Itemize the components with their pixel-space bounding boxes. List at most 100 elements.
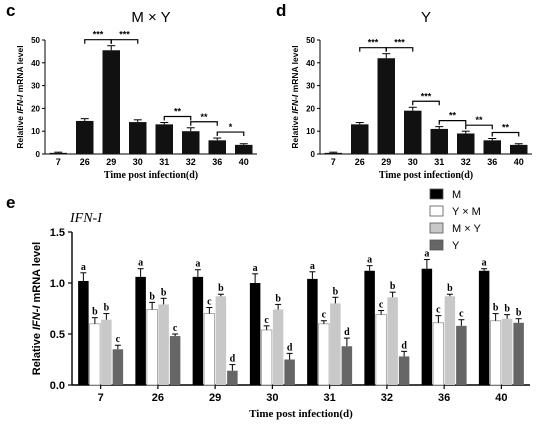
panel-e-bar-30 — [260, 329, 273, 386]
panel-e-significance-letter: b — [104, 303, 110, 314]
panel-e-bar-32 — [364, 270, 375, 385]
panel-e-legend-swatch — [429, 205, 444, 217]
panel-e-bar-31 — [307, 278, 318, 385]
panel-d-x-axis-label: Time post infection(d) — [379, 170, 473, 181]
panel-c-x-tick-label: 7 — [56, 157, 61, 167]
panel-d-x-tick-label: 26 — [355, 157, 365, 167]
panel-e-bar-26 — [146, 309, 158, 386]
panel-e-bar-7 — [89, 323, 101, 386]
panel-e-y-axis-label: Relative IFN-I mRNA level — [31, 242, 43, 376]
panel-e-significance-letter: d — [287, 342, 293, 353]
panel-d-y-tick-label: 40 — [306, 59, 315, 68]
panel-d-significance-bracket — [465, 124, 493, 130]
panel-d-bar-40 — [510, 144, 528, 154]
panel-e-bar-32 — [387, 297, 398, 385]
panel-c-panel-label: c — [6, 1, 15, 20]
panel-e-y-tick-label: 1.5 — [50, 227, 65, 239]
panel-c-significance-bracket — [110, 39, 139, 44]
panel-e-bar-29 — [192, 276, 204, 385]
panel-d-x-tick-label: 31 — [434, 157, 444, 167]
panel-e-significance-letter: b — [493, 303, 499, 314]
panel-d-bar-26 — [351, 124, 369, 154]
panel-e-bar-30 — [272, 309, 284, 385]
panel-c-significance-label: *** — [93, 30, 104, 40]
panel-c-x-tick-label: 32 — [186, 157, 196, 167]
panel-e-bar-30 — [284, 359, 295, 385]
panel-c-bar-32 — [182, 131, 200, 154]
panel-e-bar-32 — [375, 314, 387, 386]
panel-e-significance-letter: c — [173, 323, 178, 334]
panel-d-x-tick-label: 29 — [381, 157, 391, 167]
panel-d-y-tick-label: 50 — [306, 36, 315, 45]
panel-e-significance-letter: d — [401, 340, 407, 351]
panel-c-x-tick-label: 30 — [133, 157, 143, 167]
panel-c-significance-bracket — [163, 115, 192, 121]
panel-c-title: M × Y — [131, 9, 170, 26]
panel-e-significance-letter: b — [447, 283, 453, 294]
panel-e-legend-label: M — [452, 189, 461, 201]
panel-e-significance-letter: a — [424, 249, 429, 260]
panel-e-panel-label: e — [6, 193, 15, 212]
panel-e-significance-letter: b — [516, 308, 522, 319]
panel-e-significance-letter: c — [459, 309, 464, 320]
panel-d-significance-label: *** — [394, 38, 405, 48]
panel-d-significance-label: ** — [449, 111, 457, 121]
panel-d-bar-29 — [377, 58, 395, 154]
panel-e-bar-7 — [101, 319, 112, 385]
panel-e-bar-40 — [513, 322, 524, 385]
panel-d-panel-label: d — [276, 1, 286, 20]
panel-e-bar-26 — [135, 276, 146, 385]
panel-c-bar-26 — [76, 120, 94, 154]
panel-e-x-tick-label: 31 — [324, 392, 336, 404]
panel-e-bar-40 — [501, 318, 513, 385]
panel-e-x-tick-label: 32 — [381, 392, 393, 404]
panel-d-bar-7 — [324, 152, 342, 154]
panel-e-bar-29 — [227, 370, 238, 385]
panel-c-x-tick-label: 36 — [212, 157, 222, 167]
panel-d-bar-36 — [483, 140, 501, 154]
panel-e-significance-letter: b — [149, 291, 155, 302]
panel-d-significance-label: ** — [502, 122, 510, 132]
panel-e-significance-letter: b — [161, 287, 167, 298]
panel-e-bar-31 — [341, 346, 353, 385]
panel-d-significance-bracket — [438, 120, 467, 125]
panel-e-bar-30 — [249, 283, 261, 385]
panel-e-bar-40 — [478, 270, 490, 385]
panel-d-title: Y — [421, 9, 431, 26]
panel-e-bar-7 — [112, 349, 124, 385]
panel-e-bar-36 — [456, 325, 467, 385]
panel-e-significance-letter: a — [253, 263, 258, 274]
panel-e-legend-swatch — [429, 188, 444, 200]
panel-d-y-tick-label: 20 — [306, 104, 315, 113]
panel-d-significance-label: *** — [368, 38, 379, 48]
panel-e-significance-letter: c — [264, 315, 269, 326]
panel-e-legend-label: Y — [452, 240, 460, 252]
panel-d-bar-30 — [404, 110, 422, 154]
panel-e-x-axis-label: Time post infection(d) — [249, 408, 353, 420]
panel-e-bar-7 — [78, 280, 89, 385]
panel-e-significance-letter: a — [310, 261, 315, 272]
panel-e-x-tick-label: 7 — [98, 392, 104, 404]
panel-e-legend-label: M × Y — [452, 223, 482, 235]
panel-e-significance-letter: a — [138, 258, 143, 269]
panel-e-significance-letter: a — [81, 262, 86, 273]
panel-c-x-axis-label: Time post infection(d) — [104, 170, 198, 181]
panel-e-bar-31 — [318, 323, 330, 386]
panel-c-bar-31 — [155, 124, 173, 154]
panel-c-y-tick-label: 40 — [31, 59, 40, 68]
panel-e-legend-swatch — [429, 239, 444, 251]
panel-c-y-tick-label: 20 — [31, 104, 40, 113]
panel-d-significance-bracket — [359, 47, 387, 52]
panel-c-x-tick-label: 26 — [80, 157, 90, 167]
panel-e-bar-26 — [169, 336, 181, 385]
panel-c-bar-29 — [102, 50, 120, 155]
panel-d-bar-31 — [430, 128, 448, 154]
panel-e-significance-letter: b — [333, 286, 339, 297]
panel-c-bar-30 — [129, 122, 147, 154]
panel-e-significance-letter: b — [92, 307, 98, 318]
panel-d-significance-bracket — [385, 47, 414, 52]
panel-e-legend-label: Y × M — [452, 206, 481, 218]
panel-e-significance-letter: a — [482, 258, 487, 269]
panel-e-y-tick-label: 1.0 — [50, 278, 65, 290]
